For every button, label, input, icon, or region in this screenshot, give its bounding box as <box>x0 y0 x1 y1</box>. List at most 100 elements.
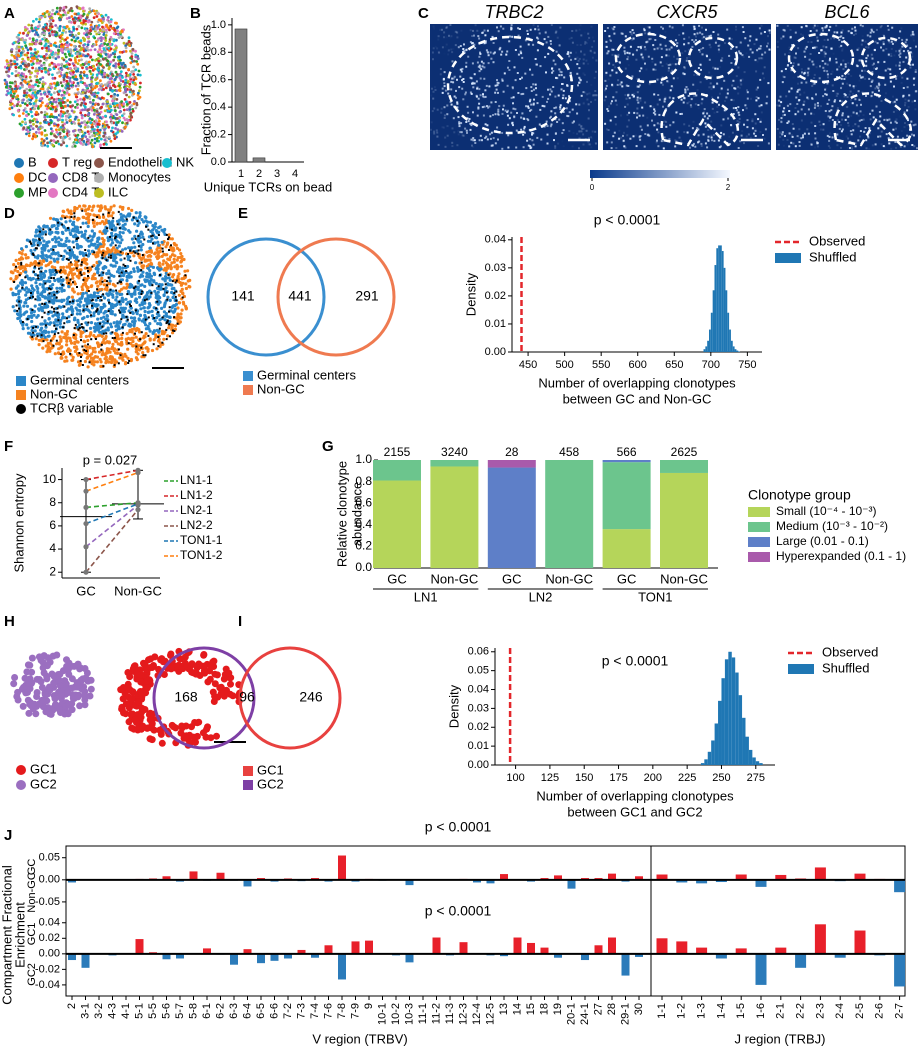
speck <box>683 96 686 99</box>
cell-dot <box>22 94 26 98</box>
cell-dot <box>49 49 53 53</box>
speck <box>459 45 462 47</box>
speck <box>888 55 891 58</box>
cell-dot <box>99 86 103 90</box>
speck <box>647 55 650 58</box>
cell-dot <box>106 74 110 78</box>
cell-dot <box>114 21 117 25</box>
cell-dot <box>105 30 108 34</box>
speck <box>751 127 754 130</box>
speck <box>620 136 623 139</box>
speck <box>766 95 769 98</box>
cell-dot <box>127 95 131 99</box>
speck <box>852 85 855 88</box>
cell-dot <box>151 314 155 318</box>
speck <box>612 28 615 31</box>
cell-dot <box>165 314 169 318</box>
speck <box>911 100 914 103</box>
speck <box>636 107 639 110</box>
speck <box>578 81 581 84</box>
cell-dot <box>136 73 140 77</box>
cell-dot <box>64 30 68 34</box>
speck <box>641 106 644 109</box>
speck <box>829 25 832 28</box>
speck <box>485 84 488 87</box>
speck <box>478 55 481 58</box>
cell-dot <box>83 105 87 109</box>
speck <box>588 92 591 95</box>
speck <box>757 118 760 121</box>
speck <box>664 44 667 47</box>
cell-dot <box>91 220 96 224</box>
cell-dot <box>134 53 138 57</box>
speck <box>859 24 862 27</box>
speck <box>838 127 841 130</box>
cell-dot <box>60 106 63 110</box>
cell-dot <box>9 59 13 63</box>
cell-dot <box>64 38 68 41</box>
speck <box>654 39 657 41</box>
speck <box>753 43 756 46</box>
speck <box>520 128 523 131</box>
speck <box>709 34 712 37</box>
cell-dot <box>77 6 81 10</box>
speck <box>684 89 687 92</box>
cell-dot <box>94 58 97 62</box>
cell-dot <box>47 90 51 94</box>
speck <box>812 83 815 86</box>
speck <box>822 45 825 48</box>
cell-dot <box>59 112 63 116</box>
speck <box>703 108 706 111</box>
speck <box>907 105 910 108</box>
speck <box>443 106 446 109</box>
speck <box>894 102 897 105</box>
speck <box>734 87 737 90</box>
speck <box>576 132 579 135</box>
cell-dot <box>14 65 18 69</box>
speck <box>827 145 830 148</box>
speck <box>549 93 552 96</box>
cell-dot <box>13 309 17 313</box>
speck <box>554 145 557 148</box>
speck <box>446 134 449 137</box>
cell-dot <box>22 98 25 102</box>
cell-dot <box>114 248 118 252</box>
cell-dot <box>58 70 61 74</box>
cell-dot <box>60 43 64 46</box>
speck <box>688 124 691 127</box>
speck <box>797 75 800 78</box>
speck <box>750 97 752 100</box>
speck <box>735 46 738 49</box>
speck <box>465 65 468 68</box>
speck <box>862 35 864 37</box>
cell-dot <box>48 56 52 59</box>
cell-dot <box>31 29 35 33</box>
speck <box>431 51 434 54</box>
speck <box>785 133 788 135</box>
speck <box>591 36 594 39</box>
speck <box>594 90 597 92</box>
cell-dot <box>27 134 31 138</box>
cell-dot <box>32 102 36 105</box>
speck <box>784 68 787 70</box>
speck <box>792 65 795 67</box>
cell-dot <box>89 91 93 95</box>
speck <box>734 58 737 61</box>
speck <box>479 134 482 137</box>
speck <box>882 43 885 46</box>
speck <box>840 63 843 66</box>
cell-dot <box>56 123 60 127</box>
cell-dot <box>111 52 115 55</box>
speck <box>842 138 844 140</box>
speck <box>887 28 890 31</box>
speck <box>443 85 446 88</box>
cell-dot <box>79 80 83 84</box>
cell-dot <box>109 47 113 51</box>
cell-dot <box>57 128 61 132</box>
speck <box>847 115 850 118</box>
speck <box>850 114 853 117</box>
y-tick-label: 0.6 <box>211 74 226 86</box>
speck <box>749 48 752 51</box>
cell-dot <box>108 42 112 46</box>
speck <box>905 38 908 41</box>
